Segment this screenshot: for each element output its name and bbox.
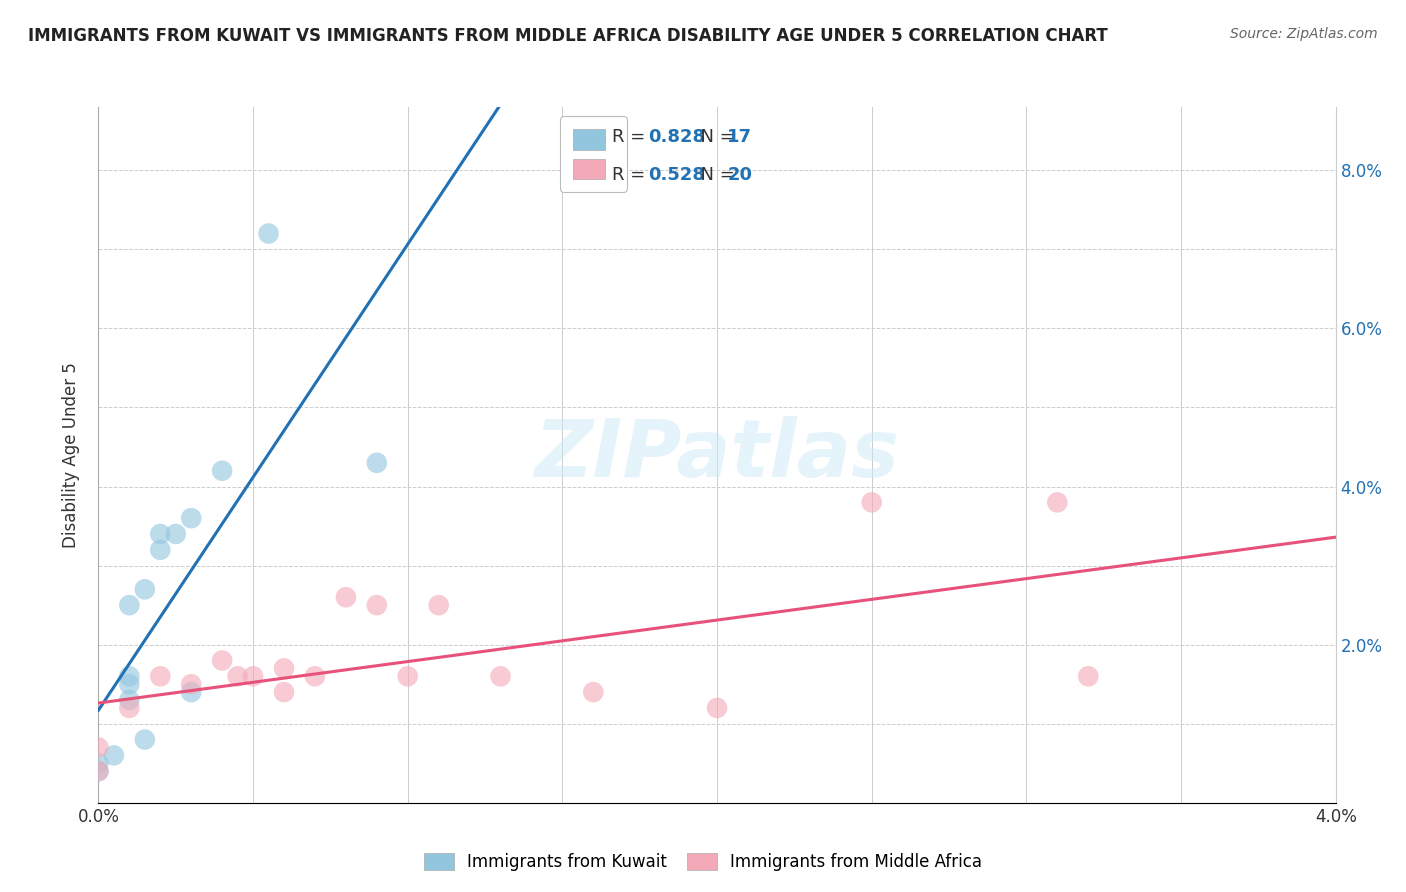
Point [118,677,141,691]
Point [273,661,295,675]
Text: ZIPatlas: ZIPatlas [534,416,900,494]
Point [149,542,172,557]
Point [396,669,419,683]
Point [304,669,326,683]
Point [1046,495,1069,509]
Point [242,669,264,683]
Text: N =: N = [689,167,741,185]
Point [366,456,388,470]
Point [118,598,141,612]
Text: IMMIGRANTS FROM KUWAIT VS IMMIGRANTS FROM MIDDLE AFRICA DISABILITY AGE UNDER 5 C: IMMIGRANTS FROM KUWAIT VS IMMIGRANTS FRO… [28,27,1108,45]
Point [134,582,156,597]
Point [165,527,187,541]
Point [211,464,233,478]
Point [87,756,110,771]
Point [180,511,202,525]
Legend: , : , [560,116,627,192]
Text: 0.828: 0.828 [648,128,706,146]
Legend: Immigrants from Kuwait, Immigrants from Middle Africa: Immigrants from Kuwait, Immigrants from … [415,845,991,880]
Point [118,669,141,683]
Point [582,685,605,699]
Point [118,693,141,707]
Text: 0.528: 0.528 [648,167,706,185]
Point [860,495,883,509]
Text: 20: 20 [727,167,752,185]
Point [226,669,249,683]
Point [87,764,110,779]
Point [180,685,202,699]
Text: 17: 17 [727,128,752,146]
Point [489,669,512,683]
Point [427,598,450,612]
Point [257,227,280,241]
Text: R =: R = [612,128,651,146]
Point [134,732,156,747]
Point [180,677,202,691]
Y-axis label: Disability Age Under 5: Disability Age Under 5 [62,362,80,548]
Point [335,591,357,605]
Point [273,685,295,699]
Point [149,669,172,683]
Point [211,653,233,667]
Point [706,701,728,715]
Text: N =: N = [689,128,741,146]
Point [103,748,125,763]
Point [87,764,110,779]
Point [366,598,388,612]
Point [118,701,141,715]
Point [149,527,172,541]
Point [1077,669,1099,683]
Text: Source: ZipAtlas.com: Source: ZipAtlas.com [1230,27,1378,41]
Point [87,740,110,755]
Text: R =: R = [612,167,651,185]
